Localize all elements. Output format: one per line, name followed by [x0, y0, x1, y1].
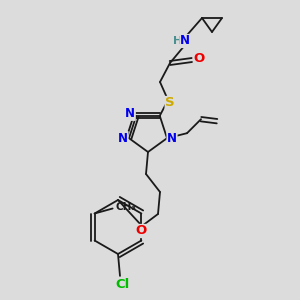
- Text: S: S: [165, 97, 175, 110]
- Text: N: N: [180, 34, 190, 47]
- Text: N: N: [118, 132, 128, 145]
- Text: N: N: [167, 132, 177, 145]
- Text: O: O: [194, 52, 205, 65]
- Text: N: N: [125, 107, 135, 120]
- Text: Cl: Cl: [115, 278, 129, 290]
- Text: CH₃: CH₃: [116, 202, 136, 212]
- Text: H: H: [173, 36, 183, 46]
- Text: O: O: [135, 224, 147, 238]
